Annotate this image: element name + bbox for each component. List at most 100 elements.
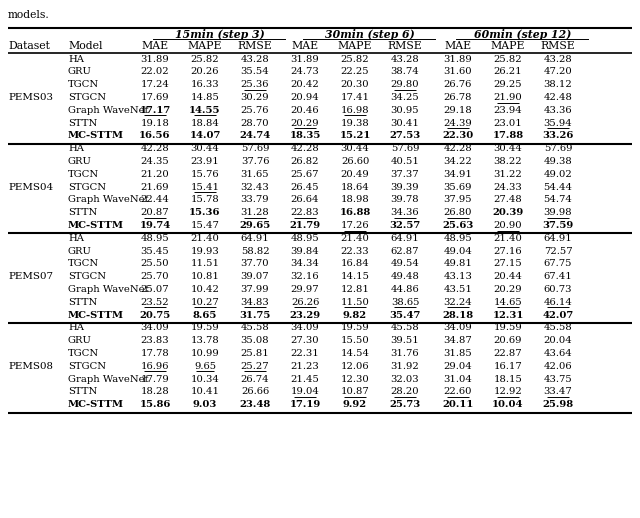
Text: 24.39: 24.39 bbox=[444, 119, 472, 127]
Text: 21.40: 21.40 bbox=[493, 234, 522, 243]
Text: 58.82: 58.82 bbox=[241, 247, 269, 255]
Text: 26.82: 26.82 bbox=[291, 157, 319, 166]
Text: 16.98: 16.98 bbox=[340, 106, 369, 114]
Text: 27.15: 27.15 bbox=[493, 260, 522, 268]
Text: 21.20: 21.20 bbox=[141, 170, 170, 179]
Text: 31.60: 31.60 bbox=[444, 67, 472, 76]
Text: 46.14: 46.14 bbox=[543, 298, 572, 307]
Text: 49.02: 49.02 bbox=[543, 170, 572, 179]
Text: 30min (step 6): 30min (step 6) bbox=[325, 28, 415, 39]
Text: 15.21: 15.21 bbox=[339, 131, 371, 140]
Text: 25.82: 25.82 bbox=[493, 54, 522, 64]
Text: 27.53: 27.53 bbox=[389, 131, 420, 140]
Text: 20.69: 20.69 bbox=[493, 336, 522, 345]
Text: 16.96: 16.96 bbox=[141, 362, 169, 371]
Text: Dataset: Dataset bbox=[8, 41, 50, 51]
Text: 37.59: 37.59 bbox=[542, 221, 573, 230]
Text: HA: HA bbox=[68, 234, 84, 243]
Text: 16.56: 16.56 bbox=[140, 131, 171, 140]
Text: 37.70: 37.70 bbox=[241, 260, 269, 268]
Text: 19.59: 19.59 bbox=[191, 323, 220, 333]
Text: 60min (step 12): 60min (step 12) bbox=[474, 28, 572, 39]
Text: 20.90: 20.90 bbox=[493, 221, 522, 230]
Text: 20.44: 20.44 bbox=[493, 272, 522, 281]
Text: 20.75: 20.75 bbox=[140, 310, 171, 320]
Text: 32.57: 32.57 bbox=[389, 221, 420, 230]
Text: 42.48: 42.48 bbox=[543, 93, 572, 102]
Text: 21.90: 21.90 bbox=[493, 93, 522, 102]
Text: 34.87: 34.87 bbox=[444, 336, 472, 345]
Text: 29.97: 29.97 bbox=[291, 285, 319, 294]
Text: 32.43: 32.43 bbox=[241, 182, 269, 192]
Text: 22.31: 22.31 bbox=[291, 349, 319, 358]
Text: 30.29: 30.29 bbox=[241, 93, 269, 102]
Text: 19.59: 19.59 bbox=[340, 323, 369, 333]
Text: 34.09: 34.09 bbox=[291, 323, 319, 333]
Text: 44.86: 44.86 bbox=[390, 285, 419, 294]
Text: 20.04: 20.04 bbox=[543, 336, 572, 345]
Text: 21.45: 21.45 bbox=[291, 375, 319, 383]
Text: 54.74: 54.74 bbox=[543, 195, 572, 204]
Text: 15.47: 15.47 bbox=[191, 221, 220, 230]
Text: TGCN: TGCN bbox=[68, 80, 99, 89]
Text: models.: models. bbox=[8, 10, 50, 20]
Text: 23.94: 23.94 bbox=[493, 106, 522, 114]
Text: 17.19: 17.19 bbox=[289, 400, 321, 409]
Text: 26.74: 26.74 bbox=[241, 375, 269, 383]
Text: 16.88: 16.88 bbox=[339, 208, 371, 217]
Text: MC-STTM: MC-STTM bbox=[68, 131, 124, 140]
Text: 20.46: 20.46 bbox=[291, 106, 319, 114]
Text: 15.36: 15.36 bbox=[189, 208, 221, 217]
Text: 19.38: 19.38 bbox=[340, 119, 369, 127]
Text: 23.48: 23.48 bbox=[239, 400, 271, 409]
Text: 29.04: 29.04 bbox=[444, 362, 472, 371]
Text: 19.59: 19.59 bbox=[493, 323, 522, 333]
Text: 34.09: 34.09 bbox=[141, 323, 170, 333]
Text: 18.64: 18.64 bbox=[340, 182, 369, 192]
Text: 8.65: 8.65 bbox=[193, 310, 217, 320]
Text: 27.30: 27.30 bbox=[291, 336, 319, 345]
Text: 43.36: 43.36 bbox=[544, 106, 572, 114]
Text: 19.04: 19.04 bbox=[291, 387, 319, 396]
Text: 32.16: 32.16 bbox=[291, 272, 319, 281]
Text: 15.86: 15.86 bbox=[140, 400, 171, 409]
Text: Graph WaveNet: Graph WaveNet bbox=[68, 195, 148, 204]
Text: 25.73: 25.73 bbox=[389, 400, 420, 409]
Text: 27.16: 27.16 bbox=[493, 247, 522, 255]
Text: 18.15: 18.15 bbox=[493, 375, 522, 383]
Text: Model: Model bbox=[68, 41, 102, 51]
Text: 45.58: 45.58 bbox=[241, 323, 269, 333]
Text: 43.28: 43.28 bbox=[241, 54, 269, 64]
Text: 22.83: 22.83 bbox=[291, 208, 319, 217]
Text: 26.76: 26.76 bbox=[444, 80, 472, 89]
Text: 49.54: 49.54 bbox=[390, 260, 419, 268]
Text: Graph WaveNet: Graph WaveNet bbox=[68, 285, 148, 294]
Text: 16.33: 16.33 bbox=[191, 80, 220, 89]
Text: 25.82: 25.82 bbox=[340, 54, 369, 64]
Text: 19.93: 19.93 bbox=[191, 247, 220, 255]
Text: 26.78: 26.78 bbox=[444, 93, 472, 102]
Text: 10.99: 10.99 bbox=[191, 349, 220, 358]
Text: 10.81: 10.81 bbox=[191, 272, 220, 281]
Text: 54.44: 54.44 bbox=[543, 182, 573, 192]
Text: 64.91: 64.91 bbox=[241, 234, 269, 243]
Text: 21.69: 21.69 bbox=[141, 182, 170, 192]
Text: 18.35: 18.35 bbox=[289, 131, 321, 140]
Text: 38.74: 38.74 bbox=[390, 67, 419, 76]
Text: 23.01: 23.01 bbox=[493, 119, 522, 127]
Text: 12.30: 12.30 bbox=[340, 375, 369, 383]
Text: 29.80: 29.80 bbox=[390, 80, 419, 89]
Text: 23.83: 23.83 bbox=[141, 336, 170, 345]
Text: 9.03: 9.03 bbox=[193, 400, 217, 409]
Text: 28.20: 28.20 bbox=[390, 387, 419, 396]
Text: TGCN: TGCN bbox=[68, 349, 99, 358]
Text: HA: HA bbox=[68, 323, 84, 333]
Text: 31.85: 31.85 bbox=[444, 349, 472, 358]
Text: 17.24: 17.24 bbox=[141, 80, 170, 89]
Text: 42.07: 42.07 bbox=[542, 310, 573, 320]
Text: 24.73: 24.73 bbox=[291, 67, 319, 76]
Text: MAE: MAE bbox=[141, 41, 168, 51]
Text: 25.76: 25.76 bbox=[241, 106, 269, 114]
Text: 20.42: 20.42 bbox=[291, 80, 319, 89]
Text: 43.13: 43.13 bbox=[444, 272, 472, 281]
